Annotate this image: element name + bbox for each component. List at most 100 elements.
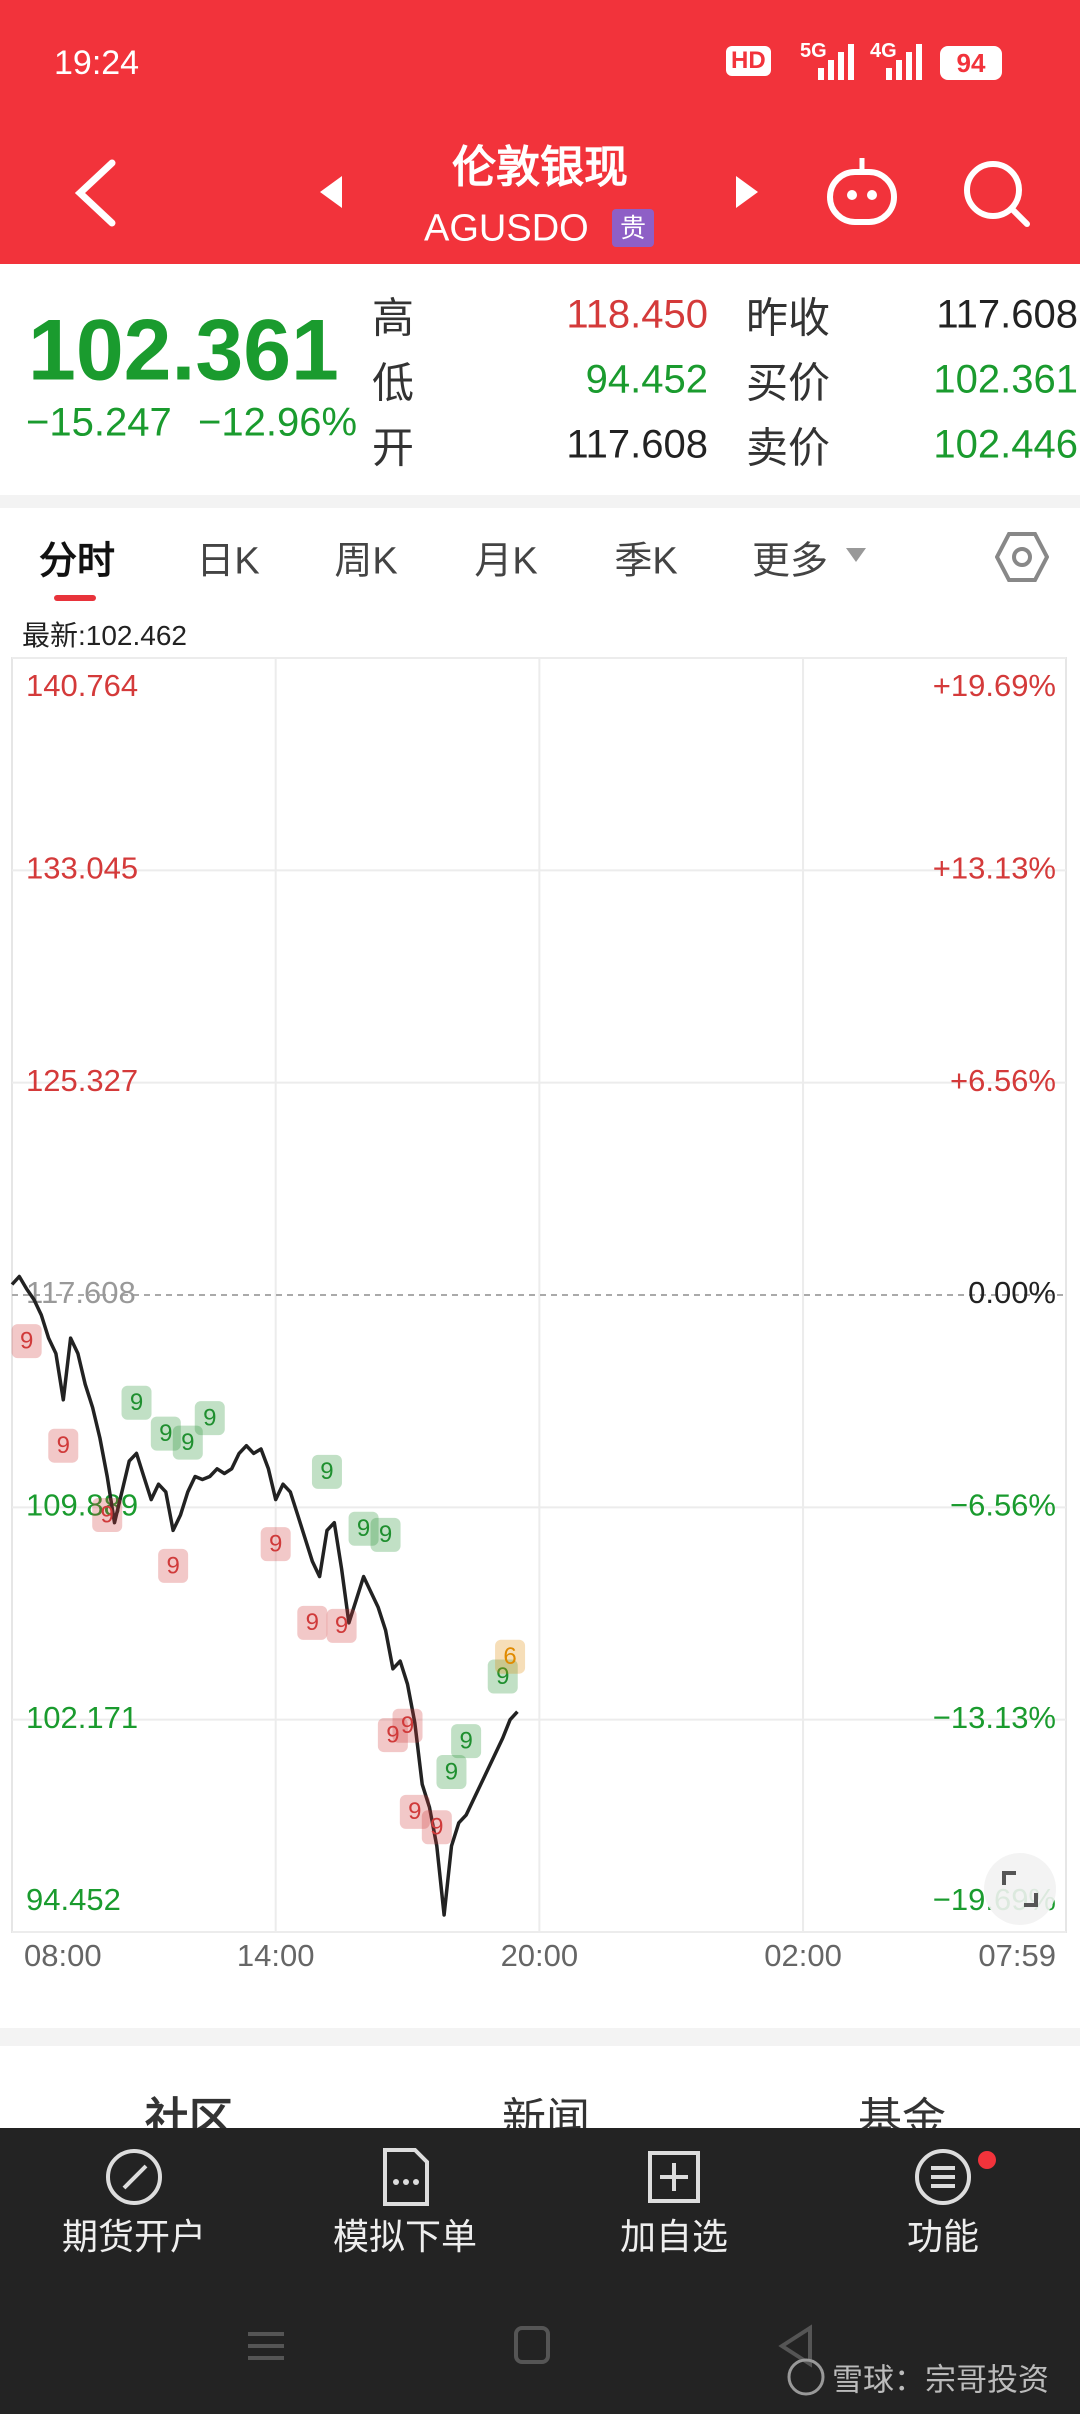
signal-label: 9 bbox=[408, 1798, 421, 1825]
signal-badge bbox=[297, 1605, 328, 1640]
signal-badge bbox=[260, 1527, 291, 1562]
signal-icons bbox=[818, 44, 922, 80]
signal-label: 9 bbox=[357, 1515, 370, 1542]
x-tick-label: 08:00 bbox=[24, 1938, 102, 1973]
signal-label: 9 bbox=[101, 1501, 114, 1528]
tab[interactable]: 日K bbox=[196, 540, 260, 583]
signal-label: 9 bbox=[181, 1429, 194, 1456]
next-button[interactable] bbox=[732, 174, 762, 210]
quote-label: 卖价 bbox=[746, 424, 831, 472]
price: 102.361 bbox=[28, 302, 339, 399]
y2-tick-label: +13.13% bbox=[933, 850, 1056, 885]
prev-button[interactable] bbox=[318, 174, 348, 210]
signal-label: 9 bbox=[335, 1612, 348, 1639]
nav-icons bbox=[106, 2148, 996, 2396]
divider bbox=[0, 2028, 1080, 2046]
latest-price: 最新:102.462 bbox=[22, 620, 187, 651]
signal-badge bbox=[348, 1511, 379, 1546]
y2-tick-label: −6.56% bbox=[950, 1487, 1056, 1522]
signal-badge bbox=[377, 1718, 408, 1753]
signal-badge bbox=[392, 1708, 423, 1743]
net-label: 4G bbox=[870, 40, 897, 62]
x-tick-label: 20:00 bbox=[501, 1938, 579, 1973]
signal-label: 9 bbox=[445, 1758, 458, 1785]
section-tab[interactable]: 基金 bbox=[858, 2095, 946, 2128]
tab[interactable]: 月K bbox=[474, 540, 538, 583]
x-tick-label: 14:00 bbox=[237, 1938, 315, 1973]
signal-badge bbox=[150, 1416, 181, 1451]
signal-label: 9 bbox=[430, 1814, 443, 1841]
price-line bbox=[10, 1274, 519, 1917]
signal-badge bbox=[311, 1454, 342, 1489]
x-tick-label: 02:00 bbox=[764, 1938, 842, 1973]
hd-icon: HD bbox=[726, 46, 771, 76]
signal-label: 9 bbox=[320, 1458, 333, 1485]
x-tick-label: 07:59 bbox=[978, 1938, 1056, 1973]
signal-badge bbox=[172, 1425, 203, 1460]
tab[interactable]: 分时 bbox=[38, 540, 116, 583]
signal-label: 9 bbox=[459, 1727, 472, 1754]
quote-value: 102.361 bbox=[933, 357, 1078, 402]
signal-label: 9 bbox=[496, 1663, 509, 1690]
quote-value: 117.608 bbox=[566, 422, 708, 467]
title: 伦敦银现 bbox=[452, 143, 628, 192]
signal-badge bbox=[421, 1810, 452, 1845]
quote-label: 买价 bbox=[746, 359, 831, 407]
tab[interactable]: 季K bbox=[614, 540, 678, 583]
tab[interactable]: 周K bbox=[334, 540, 398, 583]
status-time: 19:24 bbox=[54, 44, 140, 82]
search-button[interactable] bbox=[955, 152, 1039, 236]
signal-badge bbox=[487, 1659, 518, 1694]
signal-badge bbox=[92, 1498, 123, 1533]
signal-badge bbox=[399, 1794, 430, 1829]
section-tabs: 社区 新闻 基金 bbox=[0, 2046, 1080, 2128]
nav-item[interactable]: 期货开户 bbox=[61, 2216, 207, 2257]
signal-label: 6 bbox=[503, 1643, 516, 1670]
change: −15.247 bbox=[26, 400, 172, 445]
nav-item[interactable]: 模拟下单 bbox=[332, 2216, 478, 2257]
y-tick-label: 94.452 bbox=[26, 1882, 121, 1917]
net-label: 5G bbox=[800, 40, 827, 62]
signal-label: 9 bbox=[57, 1432, 70, 1459]
y2-tick-label: +19.69% bbox=[933, 668, 1056, 703]
tab[interactable]: 更多 bbox=[751, 540, 829, 583]
dropdown-arrow bbox=[846, 548, 866, 562]
signal-badge bbox=[326, 1608, 357, 1643]
battery: 94 bbox=[940, 46, 1002, 80]
settings-button[interactable] bbox=[995, 530, 1049, 584]
back-button[interactable] bbox=[60, 155, 130, 230]
signal-label: 9 bbox=[386, 1721, 399, 1748]
signal-label: 9 bbox=[306, 1609, 319, 1636]
quote-label: 开 bbox=[372, 424, 415, 472]
divider bbox=[0, 495, 1080, 508]
signal-badge bbox=[11, 1324, 42, 1359]
signal-badge bbox=[158, 1548, 189, 1583]
section-tab[interactable]: 新闻 bbox=[502, 2095, 590, 2128]
y-tick-label: 117.608 bbox=[26, 1275, 136, 1310]
tab-indicator bbox=[54, 595, 96, 601]
nav-item[interactable]: 功能 bbox=[906, 2216, 980, 2257]
signal-label: 9 bbox=[379, 1521, 392, 1548]
robot-button[interactable] bbox=[820, 150, 904, 234]
signal-badge bbox=[194, 1401, 225, 1436]
nav-item[interactable]: 加自选 bbox=[619, 2216, 729, 2257]
section-tab[interactable]: 社区 bbox=[145, 2095, 233, 2128]
change-pct: −12.96% bbox=[198, 400, 358, 445]
code: AGUSDO bbox=[424, 207, 589, 250]
signal-badge bbox=[121, 1385, 152, 1420]
fullscreen-button bbox=[984, 1853, 1056, 1925]
fullscreen-icon bbox=[1002, 1871, 1038, 1907]
quote-label: 昨收 bbox=[746, 294, 831, 342]
signal-badge bbox=[451, 1724, 482, 1759]
bottom-nav bbox=[0, 2128, 1080, 2414]
signal-label: 9 bbox=[401, 1712, 414, 1739]
y-tick-label: 133.045 bbox=[26, 851, 138, 886]
y-tick-label: 102.171 bbox=[26, 1700, 138, 1735]
quote-value: 118.450 bbox=[566, 292, 708, 337]
chart: 08:00 14:00 20:00 02:00 07:59 140.764 133.045 1… bbox=[10, 657, 1067, 1973]
quote-value: 102.446 bbox=[933, 422, 1078, 467]
signal-label: 9 bbox=[20, 1328, 33, 1355]
signal-label: 9 bbox=[130, 1389, 143, 1416]
watermark: 雪球：宗哥投资 bbox=[832, 2362, 1049, 2398]
